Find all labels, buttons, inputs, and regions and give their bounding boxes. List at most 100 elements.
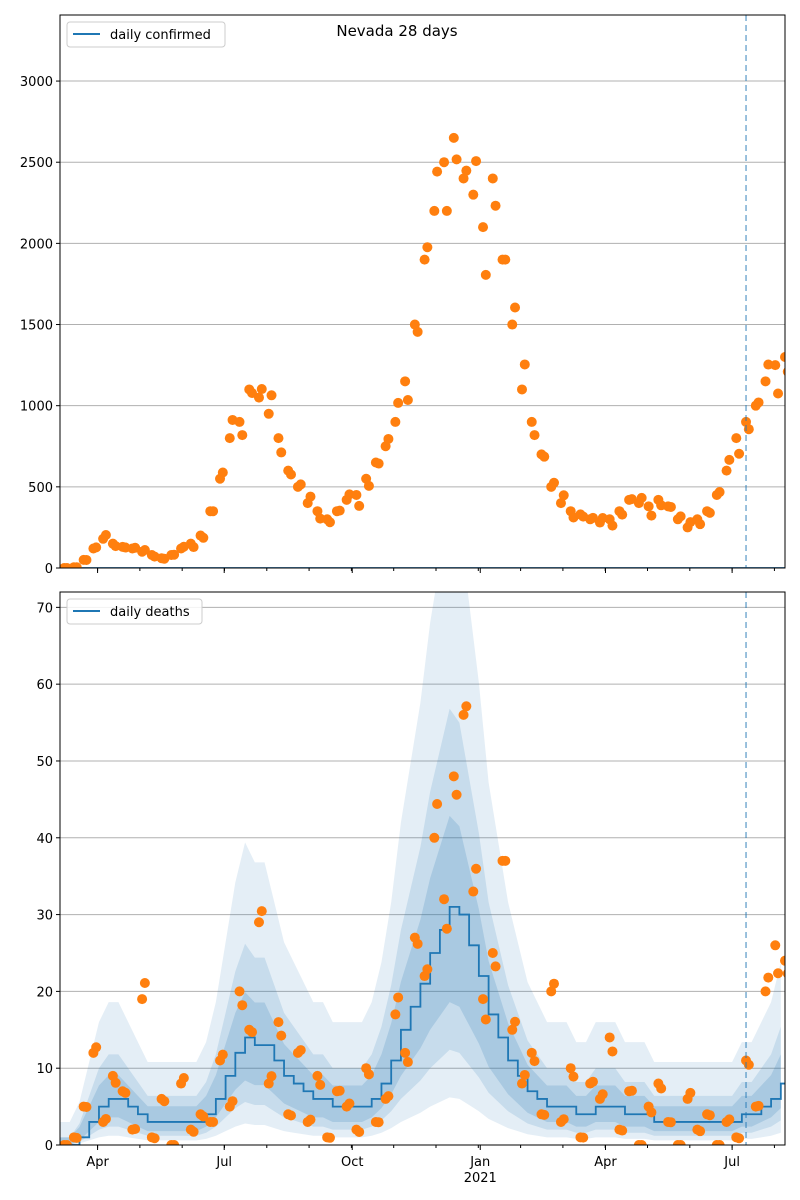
data-point: [253, 917, 264, 928]
data-point: [266, 1071, 277, 1082]
confidence-band: [60, 815, 781, 1145]
data-point: [198, 532, 209, 543]
x-tick-label: Jul: [215, 1155, 232, 1170]
legend-label: daily deaths: [110, 605, 190, 620]
data-point: [526, 416, 537, 427]
data-point: [354, 1126, 365, 1137]
data-point: [393, 992, 404, 1003]
data-point: [422, 242, 433, 253]
data-point: [763, 972, 774, 983]
data-point: [480, 269, 491, 280]
axes-frame: [59, 591, 786, 1146]
data-point: [354, 500, 365, 511]
data-point: [549, 477, 560, 488]
data-point: [516, 1078, 527, 1089]
y-tick-label: 0: [45, 1139, 53, 1154]
y-tick-label: 20: [36, 985, 53, 1000]
data-point: [71, 562, 82, 568]
data-point: [429, 205, 440, 216]
data-point: [324, 1132, 335, 1143]
data-point: [441, 205, 452, 216]
data-point: [597, 1089, 608, 1100]
data-point: [91, 1042, 102, 1053]
data-point: [237, 430, 248, 441]
data-point: [604, 1032, 615, 1043]
data-point: [656, 1083, 667, 1094]
plot-area: [60, 592, 785, 1145]
data-point: [227, 1096, 238, 1107]
series-line: [60, 906, 785, 1145]
data-point: [266, 390, 277, 401]
data-point: [471, 863, 482, 874]
data-point: [334, 1085, 345, 1096]
data-point: [607, 1046, 618, 1057]
legend-label: daily confirmed: [110, 28, 211, 43]
data-point: [770, 940, 781, 951]
x-tick-label: Apr: [86, 1155, 109, 1170]
x-tick-label: Oct: [341, 1155, 363, 1170]
data-point: [724, 454, 735, 465]
data-point: [439, 894, 450, 905]
data-point: [110, 1077, 121, 1088]
data-point: [714, 487, 725, 498]
data-point: [130, 1124, 141, 1135]
data-point: [159, 1096, 170, 1107]
data-point: [363, 1069, 374, 1080]
y-tick-label: 40: [36, 832, 53, 847]
data-point: [617, 509, 628, 520]
data-point: [217, 1049, 228, 1060]
data-point: [61, 1140, 72, 1145]
data-point: [646, 510, 657, 521]
legend-box: [66, 598, 203, 625]
data-point: [468, 189, 479, 200]
data-point: [695, 1126, 706, 1137]
data-point: [487, 947, 498, 958]
plot-area: [60, 132, 785, 568]
data-point: [422, 964, 433, 975]
data-point: [516, 384, 527, 395]
legend-box: [66, 21, 226, 48]
data-point: [558, 1114, 569, 1125]
data-point: [273, 1017, 284, 1028]
data-point: [81, 554, 92, 565]
data-point: [448, 771, 459, 782]
y-tick-label: 10: [36, 1062, 53, 1077]
data-point: [429, 832, 440, 843]
data-point: [724, 1114, 735, 1125]
y-tick-label: 70: [36, 601, 53, 616]
data-point: [198, 1111, 209, 1122]
data-point: [390, 416, 401, 427]
data-point: [539, 451, 550, 462]
data-point: [412, 326, 423, 337]
data-point: [675, 1140, 686, 1145]
data-point: [626, 1085, 637, 1096]
data-point: [400, 376, 411, 387]
data-point: [519, 359, 530, 370]
data-point: [646, 1107, 657, 1118]
data-point: [704, 1110, 715, 1121]
data-point: [234, 416, 245, 427]
data-point: [458, 173, 469, 184]
data-point: [519, 1069, 530, 1080]
data-point: [256, 906, 267, 917]
data-point: [285, 469, 296, 480]
data-point: [617, 1125, 628, 1136]
data-point: [217, 467, 228, 478]
data-point: [432, 166, 443, 177]
data-point: [169, 1140, 180, 1145]
data-point: [120, 1087, 131, 1098]
confirmed-panel: 0 500 1000 1500 2000 2500 3000 daily confirmed: [20, 14, 786, 577]
y-tick-label: 2000: [20, 237, 53, 252]
data-point: [234, 986, 245, 997]
data-point: [188, 542, 199, 553]
y-tick-label: 1000: [20, 400, 53, 415]
data-point: [312, 1070, 323, 1081]
data-point: [81, 1101, 92, 1112]
data-point: [665, 1117, 676, 1128]
data-point: [247, 1027, 258, 1038]
data-point: [169, 549, 180, 560]
data-point: [753, 1100, 764, 1111]
data-point: [487, 173, 498, 184]
data-point: [402, 395, 413, 406]
data-point: [507, 1024, 518, 1035]
